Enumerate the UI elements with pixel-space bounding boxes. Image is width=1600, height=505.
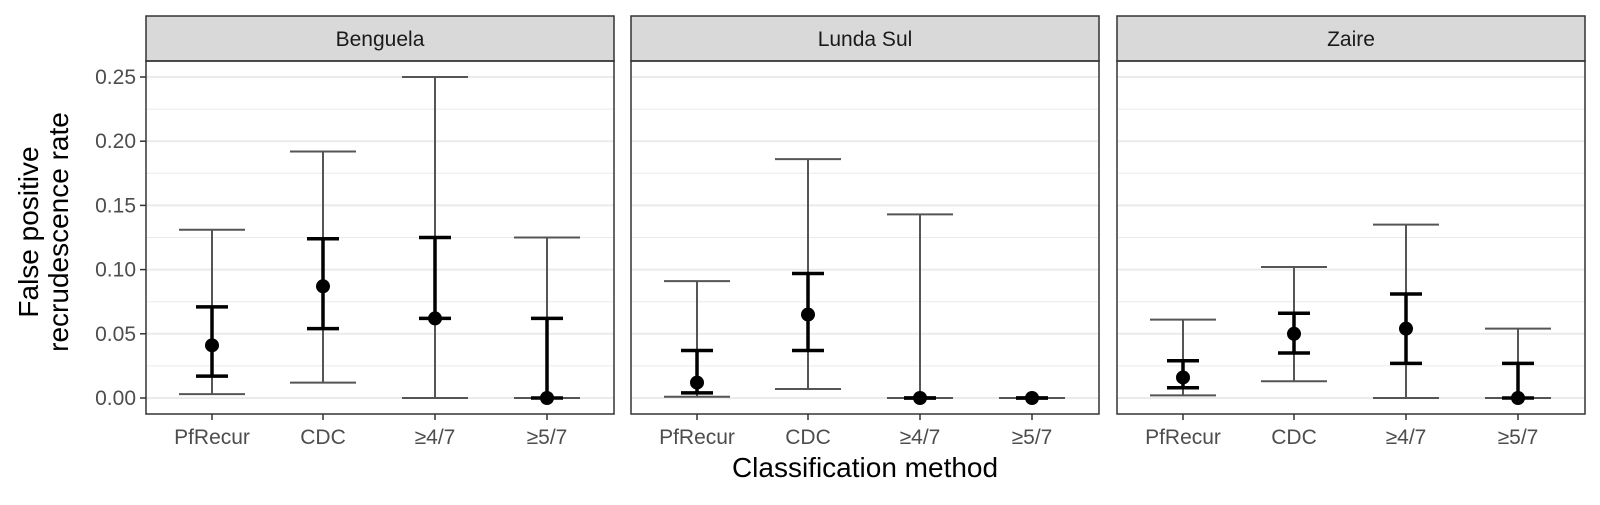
y-tick-label: 0.25 (95, 66, 136, 89)
y-axis-label-line-1: False positive (13, 146, 44, 317)
point-estimate (316, 279, 330, 294)
estimate-group (1485, 327, 1551, 405)
panel-benguela: Benguela (145, 15, 615, 415)
point-estimate (1025, 391, 1039, 405)
panel-border (630, 60, 1100, 415)
point-estimate (1287, 326, 1301, 341)
x-tick-label: PfRecur (174, 426, 250, 449)
facet-strip-label: Benguela (336, 28, 425, 51)
x-tick-label: ≥4/7 (900, 426, 941, 449)
y-axis-label-line-2: recrudescence rate (43, 112, 74, 352)
panel-border (145, 60, 615, 415)
estimate-group (1150, 318, 1216, 397)
facet-strip (145, 15, 615, 62)
x-tick-label: ≥4/7 (415, 426, 456, 449)
facet-strip (1116, 15, 1586, 62)
panel-layer: Benguela Lunda Sul Zaire (145, 15, 1586, 415)
x-tick-label: PfRecur (659, 426, 735, 449)
y-tick-label: 0.00 (95, 387, 136, 410)
y-tick-label: 0.20 (95, 130, 136, 153)
facet-strip-label: Zaire (1327, 28, 1375, 51)
point-estimate (1511, 391, 1525, 405)
estimate-group (1261, 266, 1327, 383)
point-estimate (428, 311, 442, 326)
estimate-group (514, 236, 580, 405)
x-tick-label: ≥5/7 (527, 426, 568, 449)
x-tick-label: ≥5/7 (1498, 426, 1539, 449)
panel-zaire: Zaire (1116, 15, 1586, 415)
point-estimate (690, 375, 704, 390)
estimate-group (664, 280, 730, 398)
x-tick-label: ≥4/7 (1386, 426, 1427, 449)
estimate-group (1373, 223, 1439, 399)
panel-border (1116, 60, 1586, 415)
point-estimate (913, 391, 927, 405)
y-tick-label: 0.15 (95, 194, 136, 217)
facet-strip (630, 15, 1100, 62)
estimate-group (999, 391, 1065, 405)
y-tick-label: 0.10 (95, 259, 136, 282)
point-estimate (1176, 370, 1190, 385)
estimate-group (887, 213, 953, 405)
y-tick-label: 0.05 (95, 323, 136, 346)
x-tick-label: ≥5/7 (1012, 426, 1053, 449)
estimate-group (775, 158, 841, 391)
estimate-group (402, 76, 468, 399)
estimate-group (179, 228, 245, 396)
panel-lunda-sul: Lunda Sul (630, 15, 1100, 415)
estimate-group (290, 150, 356, 384)
point-estimate (540, 391, 554, 405)
facet-strip-label: Lunda Sul (818, 28, 913, 51)
x-tick-label: CDC (1271, 426, 1317, 449)
x-tick-label: CDC (785, 426, 831, 449)
point-estimate (1399, 321, 1413, 336)
point-estimate (801, 307, 815, 322)
x-tick-label: PfRecur (1145, 426, 1221, 449)
x-axis-label: Classification method (732, 452, 998, 483)
x-tick-label: CDC (300, 426, 346, 449)
axis-layer: 0.00 0.05 0.10 0.15 0.20 0.25 PfRecur CDC ≥4/7 ≥5… (95, 66, 1538, 449)
point-estimate (205, 338, 219, 353)
